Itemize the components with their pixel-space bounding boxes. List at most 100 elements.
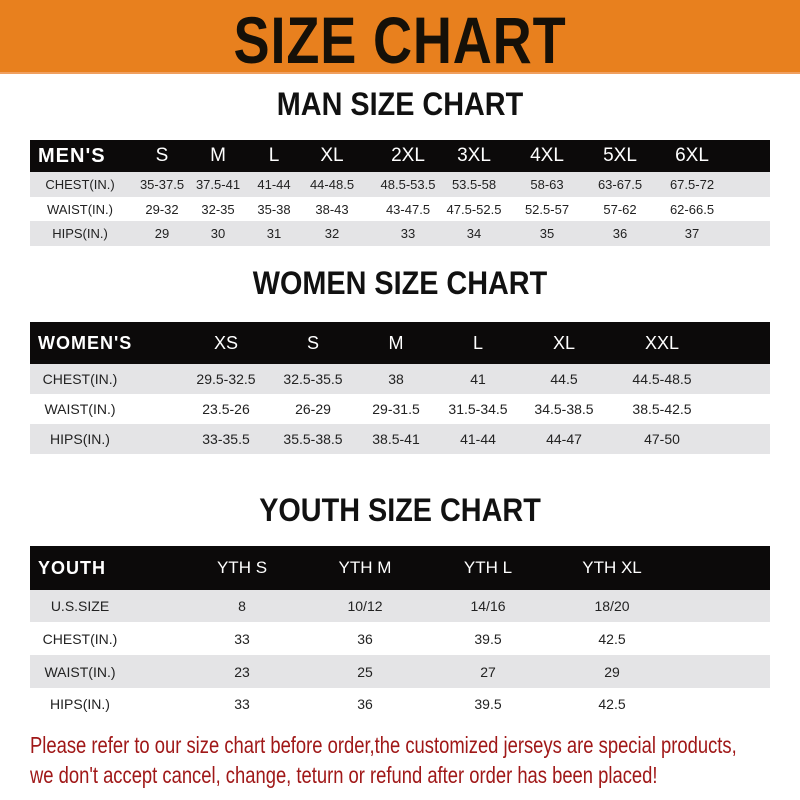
table-cell: 29 bbox=[604, 663, 620, 680]
table-cell: 42.5 bbox=[598, 630, 626, 647]
row-label: CHEST(IN.) bbox=[42, 630, 118, 647]
size-header: 5XL bbox=[603, 145, 637, 166]
size-header: S bbox=[306, 332, 320, 353]
table-cell: 38-43 bbox=[315, 201, 349, 217]
table-row: HIPS(IN.) 33 36 39.5 42.5 bbox=[30, 688, 770, 719]
table-cell: 35-38 bbox=[257, 201, 291, 217]
table-cell: 39.5 bbox=[474, 630, 502, 647]
table-cell: 58-63 bbox=[530, 177, 564, 192]
table-cell: 43-47.5 bbox=[385, 201, 431, 217]
table-cell: 42.5 bbox=[598, 695, 626, 712]
table-title-cell: YOUTH bbox=[38, 557, 106, 578]
row-label: WAIST(IN.) bbox=[44, 663, 116, 680]
size-header: 3XL bbox=[457, 145, 491, 166]
table-row: CHEST(IN.) 29.5-32.5 32.5-35.5 38 41 44.5 44.5… bbox=[30, 364, 770, 394]
table-cell: 33 bbox=[234, 630, 250, 647]
table-cell: 57-62 bbox=[603, 201, 637, 217]
table-cell: 32.5-35.5 bbox=[283, 371, 343, 387]
table-title-cell: WOMEN'S bbox=[38, 332, 133, 353]
size-header: XL bbox=[320, 145, 344, 166]
table-header-row: YOUTH YTH S YTH M YTH L YTH XL bbox=[30, 546, 770, 590]
table-cell: 38 bbox=[388, 371, 404, 387]
table-cell: 44.5 bbox=[550, 371, 578, 387]
table-row: HIPS(IN.) 33-35.5 35.5-38.5 38.5-41 41-44 44-… bbox=[30, 424, 770, 454]
table-cell: 47.5-52.5 bbox=[446, 201, 502, 217]
table-cell: 41-44 bbox=[460, 431, 496, 447]
size-header: YTH XL bbox=[582, 558, 642, 577]
size-header: 2XL bbox=[391, 145, 425, 166]
table-cell: 48.5-53.5 bbox=[380, 177, 436, 192]
women-size-table: WOMEN'S XS S M L XL XXL CHEST(IN.) 29.5-32.5 32.5… bbox=[30, 322, 770, 454]
size-header: 6XL bbox=[675, 145, 709, 166]
table-cell: 25 bbox=[357, 663, 373, 680]
table-cell: 31.5-34.5 bbox=[448, 401, 508, 417]
table-cell: 33 bbox=[400, 226, 416, 241]
table-row: CHEST(IN.) 35-37.5 37.5-41 41-44 44-48.5 48.5… bbox=[30, 172, 770, 197]
youth-section-title: YOUTH SIZE CHART bbox=[259, 492, 541, 528]
table-cell: 47-50 bbox=[644, 431, 680, 447]
size-header: YTH L bbox=[463, 558, 513, 577]
size-header: M bbox=[388, 332, 404, 353]
table-header-row: WOMEN'S XS S M L XL XXL bbox=[30, 322, 770, 364]
table-cell: 62-66.5 bbox=[669, 201, 715, 217]
size-header: XXL bbox=[644, 332, 680, 353]
row-label: WAIST(IN.) bbox=[47, 201, 113, 217]
size-header: YTH M bbox=[338, 558, 392, 577]
table-cell: 41-44 bbox=[257, 177, 291, 192]
table-cell: 14/16 bbox=[470, 598, 506, 614]
table-cell: 34.5-38.5 bbox=[534, 401, 594, 417]
table-row: WAIST(IN.) 29-32 32-35 35-38 38-43 43-47.5 47.… bbox=[30, 197, 770, 221]
table-cell: 35 bbox=[539, 226, 555, 241]
table-cell: 44-48.5 bbox=[309, 177, 355, 192]
table-cell: 34 bbox=[466, 226, 482, 241]
table-cell: 33 bbox=[234, 695, 250, 712]
footer-notice-line-1: Please refer to our size chart before or… bbox=[30, 732, 737, 758]
table-cell: 29-31.5 bbox=[372, 401, 420, 417]
table-cell: 26-29 bbox=[295, 401, 331, 417]
size-header: L bbox=[472, 332, 484, 353]
table-cell: 8 bbox=[238, 598, 246, 614]
banner: SIZE CHART bbox=[0, 0, 800, 77]
table-cell: 29 bbox=[154, 226, 170, 241]
banner-title: SIZE CHART bbox=[233, 3, 567, 77]
table-cell: 67.5-72 bbox=[669, 177, 715, 192]
row-label: CHEST(IN.) bbox=[42, 371, 118, 387]
table-cell: 36 bbox=[612, 226, 628, 241]
table-cell: 27 bbox=[480, 663, 496, 680]
table-cell: 18/20 bbox=[594, 598, 630, 614]
size-header: L bbox=[268, 145, 280, 166]
table-cell: 32-35 bbox=[201, 201, 235, 217]
table-cell: 63-67.5 bbox=[597, 177, 643, 192]
table-row: WAIST(IN.) 23.5-26 26-29 29-31.5 31.5-34.5 34… bbox=[30, 394, 770, 424]
table-cell: 39.5 bbox=[474, 695, 502, 712]
table-cell: 38.5-42.5 bbox=[632, 401, 692, 417]
table-cell: 29.5-32.5 bbox=[196, 371, 256, 387]
row-label: HIPS(IN.) bbox=[52, 226, 108, 241]
table-cell: 53.5-58 bbox=[451, 177, 497, 192]
table-cell: 23.5-26 bbox=[202, 401, 250, 417]
size-header: M bbox=[210, 145, 226, 166]
table-cell: 36 bbox=[357, 630, 373, 647]
table-cell: 41 bbox=[470, 371, 486, 387]
table-cell: 37.5-41 bbox=[195, 177, 241, 192]
row-label: U.S.SIZE bbox=[50, 598, 110, 614]
men-size-table: MEN'S S M L XL 2XL 3XL 4XL 5XL 6XL CHEST(IN.) 35-37… bbox=[30, 140, 770, 246]
size-header: XS bbox=[213, 332, 239, 353]
table-cell: 35-37.5 bbox=[139, 177, 185, 192]
row-label: CHEST(IN.) bbox=[45, 177, 115, 192]
row-label: HIPS(IN.) bbox=[50, 431, 110, 447]
youth-size-table: YOUTH YTH S YTH M YTH L YTH XL U.S.SIZE 8 10/12… bbox=[30, 546, 770, 719]
table-cell: 44.5-48.5 bbox=[632, 371, 692, 387]
table-row: WAIST(IN.) 23 25 27 29 bbox=[30, 655, 770, 688]
table-cell: 36 bbox=[357, 695, 373, 712]
table-cell: 23 bbox=[234, 663, 250, 680]
table-row: HIPS(IN.) 29 30 31 32 33 34 35 36 37 bbox=[30, 221, 770, 246]
size-header: XL bbox=[552, 332, 576, 353]
table-cell: 37 bbox=[684, 226, 700, 241]
size-header: 4XL bbox=[530, 145, 564, 166]
table-cell: 32 bbox=[324, 226, 340, 241]
row-label: HIPS(IN.) bbox=[50, 695, 110, 712]
table-row: CHEST(IN.) 33 36 39.5 42.5 bbox=[30, 622, 770, 655]
size-header: S bbox=[155, 145, 169, 166]
table-cell: 29-32 bbox=[145, 201, 179, 217]
